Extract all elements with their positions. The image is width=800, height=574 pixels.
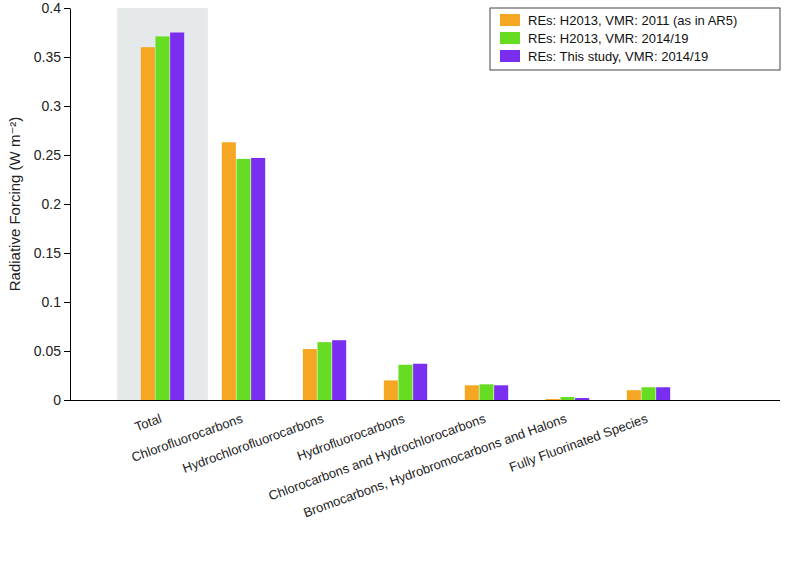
y-axis-line [70, 9, 71, 401]
bar [560, 397, 574, 400]
x-tick-label: Total [133, 411, 164, 435]
y-tick: 0.1 [42, 294, 70, 310]
y-tick-mark [64, 253, 70, 254]
y-tick: 0.2 [42, 196, 70, 212]
bar [479, 384, 493, 400]
legend-entry: REs: This study, VMR: 2014/19 [500, 49, 708, 64]
bar [317, 342, 331, 400]
y-tick-mark [64, 155, 70, 156]
y-tick-label: 0.25 [34, 147, 61, 163]
y-tick-label: 0.15 [34, 245, 61, 261]
y-tick-mark [64, 106, 70, 107]
bar [641, 387, 655, 400]
y-tick: 0.25 [34, 147, 70, 163]
bar [398, 365, 412, 400]
bar [141, 47, 155, 400]
y-tick: 0.05 [34, 343, 70, 359]
x-tick: Hydrochlorofluorocarbons [181, 411, 326, 476]
legend: REs: H2013, VMR: 2011 (as in AR5) REs: H2… [490, 8, 780, 70]
legend-entry: REs: H2013, VMR: 2011 (as in AR5) [500, 13, 737, 28]
bar [155, 36, 169, 400]
x-tick-label: Fully Fluorinated Species [507, 411, 650, 475]
bar [384, 380, 398, 400]
y-tick-label: 0.05 [34, 343, 61, 359]
y-tick-label: 0 [53, 392, 61, 408]
x-tick: Total [133, 411, 164, 435]
y-tick-label: 0.35 [34, 49, 61, 65]
x-axis: TotalChlorofluorocarbonsHydrochlorofluor… [70, 401, 780, 521]
bar [627, 390, 641, 400]
y-tick: 0 [53, 392, 70, 408]
x-tick-label: Hydrochlorofluorocarbons [181, 411, 326, 476]
bar [222, 142, 236, 400]
y-tick-mark [64, 302, 70, 303]
y-tick-label: 0.3 [42, 98, 62, 114]
bar [303, 349, 317, 400]
y-tick-mark [64, 8, 70, 9]
bar [546, 399, 560, 400]
chart: 0 0.05 0.1 0.15 0.2 0.25 0.3 0.35 0.4 TotalChloro… [0, 0, 800, 574]
bar [656, 387, 670, 400]
y-tick-label: 0.4 [42, 0, 62, 16]
x-axis-line [70, 400, 780, 401]
y-tick-label: 0.2 [42, 196, 62, 212]
bar [465, 385, 479, 400]
legend-entry: REs: H2013, VMR: 2014/19 [500, 31, 688, 46]
bar [332, 340, 346, 400]
y-tick: 0.3 [42, 98, 70, 114]
y-tick-mark [64, 57, 70, 58]
legend-swatch [500, 50, 520, 62]
legend-frame [490, 8, 780, 70]
y-axis-title: Radiative Forcing (W m⁻²) [6, 117, 23, 292]
bar [170, 33, 184, 401]
bars [141, 33, 670, 401]
bar [575, 398, 589, 400]
legend-swatch [500, 14, 520, 26]
y-tick: 0.4 [42, 0, 70, 16]
y-axis: 0 0.05 0.1 0.15 0.2 0.25 0.3 0.35 0.4 [34, 0, 71, 408]
y-tick-mark [64, 400, 70, 401]
bar [251, 158, 265, 400]
y-tick: 0.35 [34, 49, 70, 65]
legend-label: REs: H2013, VMR: 2014/19 [528, 31, 688, 46]
bar [236, 159, 250, 400]
legend-swatch [500, 32, 520, 44]
bar [494, 385, 508, 400]
highlight-band [117, 8, 208, 400]
legend-label: REs: H2013, VMR: 2011 (as in AR5) [528, 13, 737, 28]
y-tick-label: 0.1 [42, 294, 62, 310]
x-tick: Fully Fluorinated Species [507, 411, 650, 475]
y-tick-mark [64, 351, 70, 352]
y-tick: 0.15 [34, 245, 70, 261]
y-tick-mark [64, 204, 70, 205]
legend-label: REs: This study, VMR: 2014/19 [528, 49, 708, 64]
bar [413, 364, 427, 400]
